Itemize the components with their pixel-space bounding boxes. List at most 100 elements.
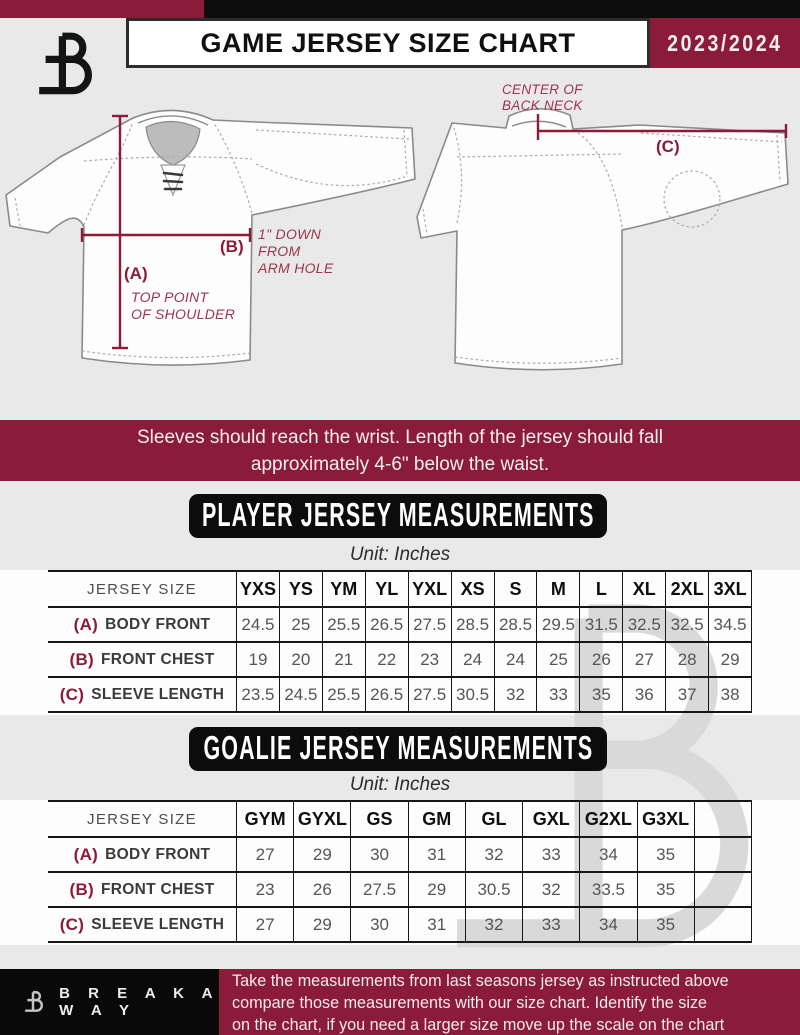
value-cell: 32.5 — [622, 608, 665, 641]
value-cell: 27.5 — [407, 678, 451, 711]
table-row: (B) FRONT CHEST 19 20 21 22 23 24 24 25 26 27 28 29 — [48, 643, 753, 678]
row-label-cell: (A) BODY FRONT — [48, 608, 236, 641]
value-cell: 31.5 — [579, 608, 622, 641]
value-cell: 34 — [579, 908, 636, 941]
value-cell: 35 — [579, 678, 622, 711]
goalie-size-table: JERSEY SIZE GYM GYXL GS GM GL GXL G2XL G3XL (A) BO… — [48, 800, 752, 943]
value-cell: 24.5 — [236, 608, 279, 641]
goalie-unit-label: Unit: Inches — [349, 774, 451, 795]
value-cell: 26.5 — [364, 608, 408, 641]
back-jersey-illustration — [416, 107, 789, 371]
season-badge: 2023/2024 — [650, 18, 800, 68]
value-cell: 25 — [536, 643, 579, 676]
value-cell: 33 — [522, 908, 579, 941]
value-cell: 36 — [622, 678, 665, 711]
value-cell: 24 — [493, 643, 537, 676]
value-cell: 23.5 — [236, 678, 279, 711]
value-cell — [693, 908, 752, 941]
player-unit-label: Unit: Inches — [349, 544, 451, 565]
size-header-cell: YS — [278, 572, 322, 606]
value-cell: 34.5 — [708, 608, 753, 641]
player-size-table: JERSEY SIZE YXS YS YM YL YXL XS S M L XL 2XL 3XL (A) B… — [48, 570, 753, 713]
row-label-cell: (B) FRONT CHEST — [48, 643, 236, 676]
measure-c-label: CENTER OF BACK NECK — [502, 82, 583, 113]
table-row: (C) SLEEVE LENGTH 27 29 30 31 32 33 34 35 — [48, 908, 752, 943]
value-cell: 31 — [407, 908, 465, 941]
goalie-title-text: GOALIE JERSEY MEASUREMENTS — [203, 730, 593, 767]
measure-b-label: 1" DOWN FROM ARM HOLE — [258, 226, 334, 276]
header-black-strip — [204, 0, 800, 18]
value-cell: 34 — [579, 838, 636, 871]
size-header-cell: 3XL — [708, 572, 753, 606]
value-cell: 23 — [407, 643, 451, 676]
value-cell: 26 — [293, 873, 350, 906]
value-cell — [693, 838, 752, 871]
row-tag: (A) — [73, 614, 99, 634]
player-title-text: PLAYER JERSEY MEASUREMENTS — [201, 497, 595, 534]
value-cell: 27 — [236, 908, 293, 941]
measure-a-label: TOP POINT OF SHOULDER — [131, 289, 236, 322]
size-header-cell: S — [493, 572, 537, 606]
value-cell: 26 — [579, 643, 622, 676]
row-label: FRONT CHEST — [100, 880, 215, 898]
breakaway-footer-logo-icon — [25, 991, 43, 1012]
value-cell: 32 — [493, 678, 537, 711]
value-cell: 32 — [464, 838, 522, 871]
size-header-cell: G2XL — [579, 802, 636, 836]
season-text: 2023/2024 — [667, 29, 783, 56]
value-cell: 29.5 — [536, 608, 579, 641]
row-label: BODY FRONT — [105, 845, 211, 863]
value-cell: 37 — [665, 678, 708, 711]
table-row: (C) SLEEVE LENGTH 23.5 24.5 25.5 26.5 27.5 30.5… — [48, 678, 753, 713]
size-header-cell: GYXL — [293, 802, 350, 836]
table-corner-cell: JERSEY SIZE — [87, 810, 197, 828]
size-header-cell: YL — [364, 572, 408, 606]
value-cell: 25.5 — [321, 678, 365, 711]
value-cell: 27.5 — [350, 873, 407, 906]
size-header-cell: YM — [321, 572, 365, 606]
value-cell — [693, 873, 752, 906]
footer-note-line2: compare those measurements with our size… — [232, 993, 708, 1012]
table-corner-cell: JERSEY SIZE — [87, 580, 197, 598]
header-maroon-strip — [0, 0, 204, 18]
row-tag: (B) — [69, 649, 94, 669]
value-cell: 35 — [636, 873, 694, 906]
value-cell: 20 — [278, 643, 322, 676]
value-cell: 25 — [278, 608, 322, 641]
footer-brand-block: B R E A K A W A Y — [0, 969, 219, 1035]
value-cell: 30 — [350, 838, 407, 871]
table-row: (B) FRONT CHEST 23 26 27.5 29 30.5 32 33.5 35 — [48, 873, 752, 908]
value-cell: 19 — [236, 643, 279, 676]
row-tag: (B) — [69, 879, 94, 899]
value-cell: 28.5 — [493, 608, 537, 641]
size-header-cell: M — [536, 572, 579, 606]
value-cell: 21 — [321, 643, 365, 676]
size-header-cell: YXL — [407, 572, 451, 606]
row-label: SLEEVE LENGTH — [91, 915, 225, 933]
size-header-cell: GM — [407, 802, 465, 836]
value-cell: 29 — [293, 908, 350, 941]
row-label: FRONT CHEST — [100, 650, 215, 668]
value-cell: 35 — [636, 908, 694, 941]
value-cell: 30 — [350, 908, 407, 941]
measure-b-tag: (B) — [220, 237, 244, 256]
fit-note-line1: Sleeves should reach the wrist. Length o… — [137, 426, 663, 448]
fit-note-banner: Sleeves should reach the wrist. Length o… — [0, 420, 800, 481]
row-label: BODY FRONT — [105, 615, 211, 633]
row-tag: (C) — [59, 684, 85, 704]
value-cell: 31 — [407, 838, 465, 871]
size-header-cell: GXL — [522, 802, 579, 836]
value-cell: 33.5 — [579, 873, 636, 906]
size-header-cell: GS — [350, 802, 407, 836]
size-header-cell: 2XL — [665, 572, 708, 606]
value-cell: 29 — [293, 838, 350, 871]
value-cell: 22 — [364, 643, 408, 676]
size-header-cell — [693, 802, 752, 836]
value-cell: 27.5 — [407, 608, 451, 641]
table-row: (A) BODY FRONT 27 29 30 31 32 33 34 35 — [48, 838, 752, 873]
table-header-row: JERSEY SIZE YXS YS YM YL YXL XS S M L XL 2XL 3XL — [48, 570, 753, 608]
footer-note-line3: on the chart, if you need a larger size … — [232, 1015, 725, 1034]
size-header-cell: GYM — [236, 802, 293, 836]
row-label-cell: (A) BODY FRONT — [48, 838, 236, 871]
